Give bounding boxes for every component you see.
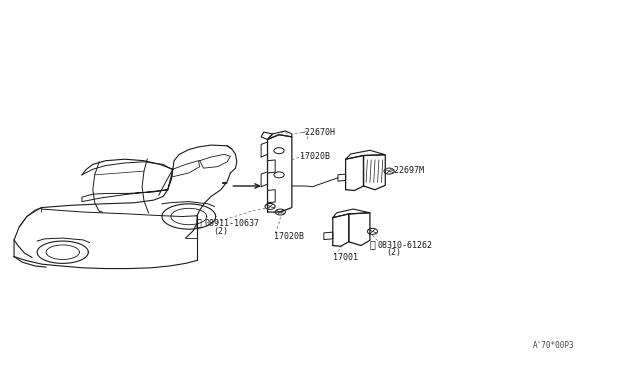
Text: -22697M: -22697M bbox=[389, 166, 424, 175]
Text: -22670H: -22670H bbox=[301, 128, 336, 137]
Text: 17020B: 17020B bbox=[300, 153, 330, 161]
Text: (2): (2) bbox=[213, 227, 228, 236]
Text: 17001: 17001 bbox=[333, 253, 358, 262]
Text: (2): (2) bbox=[387, 248, 401, 257]
Text: A'70*00P3: A'70*00P3 bbox=[532, 341, 574, 350]
Text: 08310-61262: 08310-61262 bbox=[378, 241, 433, 250]
Text: Ⓢ: Ⓢ bbox=[369, 240, 375, 249]
Text: 08911-10637: 08911-10637 bbox=[205, 219, 260, 228]
Text: ⓝ: ⓝ bbox=[196, 218, 202, 227]
Text: 17020B: 17020B bbox=[274, 232, 304, 241]
